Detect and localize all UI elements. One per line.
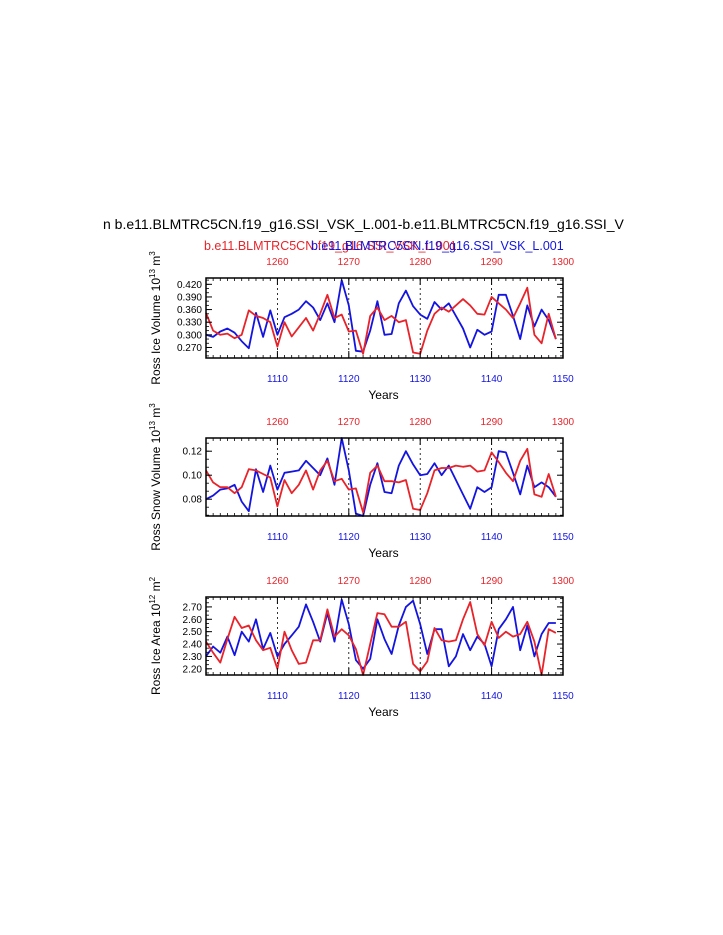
y-tick-label: 2.40: [183, 640, 203, 651]
y-tick-label: 0.360: [177, 305, 202, 316]
x-top-tick-label: 1300: [552, 576, 575, 587]
series-line-red: [205, 601, 557, 676]
y-axis-label-text: Ross Ice Volume 10: [149, 278, 163, 385]
figure-subtitle-blue: b.e11.BLMTRC5CN.f19_g16.SSI_VSK_L.001: [311, 239, 564, 253]
y-tick-label: 2.70: [183, 602, 203, 613]
y-tick-label: 2.60: [183, 615, 203, 626]
x-axis-label: Years: [368, 388, 398, 402]
plot-frame: [205, 277, 564, 359]
x-bottom-tick-label: 1120: [338, 691, 360, 702]
x-bottom-tick-label: 1110: [267, 691, 288, 702]
y-tick-label: 0.420: [177, 280, 202, 291]
y-tick-label: 0.390: [177, 292, 202, 303]
y-tick-label: 0.08: [183, 495, 203, 506]
x-axis-label: Years: [368, 705, 398, 719]
series-line-red: [205, 286, 557, 355]
y-axis-label: Ross Ice Volume 1013 m3: [148, 251, 163, 385]
x-axis-label: Years: [368, 546, 398, 560]
y-axis-label-unit-exponent: 3: [148, 251, 157, 256]
y-tick-label: 0.270: [177, 343, 202, 354]
y-tick-label: 2.30: [183, 652, 203, 663]
figure-title: n b.e11.BLMTRC5CN.f19_g16.SSI_VSK_L.001-…: [103, 216, 625, 232]
y-tick-label: 0.12: [183, 447, 203, 458]
y-axis-label-unit: m: [149, 256, 163, 269]
x-top-tick-label: 1300: [552, 417, 575, 428]
y-axis-label: Ross Ice Area 1012 m2: [148, 576, 163, 695]
x-top-tick-label: 1270: [338, 417, 361, 428]
x-top-tick-label: 1300: [552, 257, 575, 268]
x-top-tick-label: 1260: [266, 417, 289, 428]
y-axis-label-unit-exponent: 2: [148, 576, 157, 581]
x-bottom-tick-label: 1130: [409, 691, 431, 702]
figure-subtitle-red: b.e11.BLMTRC5CN.f19_g16.SSI_VSK_L.001: [204, 239, 457, 253]
x-top-tick-label: 1280: [409, 576, 432, 587]
series-line-red: [205, 447, 557, 514]
y-axis-label-exponent: 13: [148, 421, 157, 430]
y-tick-label: 0.330: [177, 318, 202, 329]
x-top-tick-label: 1290: [480, 417, 503, 428]
x-bottom-tick-label: 1140: [481, 532, 503, 543]
y-tick-label: 2.20: [183, 664, 203, 675]
y-tick-label: 0.300: [177, 330, 202, 341]
x-bottom-tick-label: 1110: [267, 374, 288, 385]
x-bottom-tick-label: 1150: [552, 532, 574, 543]
x-top-tick-label: 1280: [409, 417, 432, 428]
x-top-tick-label: 1260: [266, 576, 289, 587]
x-top-tick-label: 1290: [480, 576, 503, 587]
x-top-tick-label: 1260: [266, 257, 289, 268]
series-line-blue: [205, 279, 557, 353]
x-top-tick-label: 1270: [338, 257, 361, 268]
x-bottom-tick-label: 1110: [267, 532, 288, 543]
y-axis-label-exponent: 12: [148, 594, 157, 603]
y-tick-label: 0.10: [183, 471, 203, 482]
x-bottom-tick-label: 1130: [409, 532, 431, 543]
x-bottom-tick-label: 1140: [481, 691, 503, 702]
x-top-tick-label: 1270: [338, 576, 361, 587]
x-bottom-tick-label: 1120: [338, 374, 360, 385]
panel-1: 1110 1120 1130 1140 1150 1260 1270 1280 1290 1300…: [148, 251, 575, 402]
y-axis-label-unit-exponent: 3: [148, 403, 157, 408]
y-axis-label-text: Ross Ice Area 10: [149, 603, 163, 695]
y-axis-label-unit: m: [149, 581, 163, 594]
x-bottom-tick-label: 1120: [338, 532, 360, 543]
panel-2: 1110 1120 1130 1140 1150 1260 1270 1280 1290 1300…: [148, 403, 575, 560]
y-tick-label: 2.50: [183, 627, 203, 638]
x-bottom-tick-label: 1150: [552, 374, 574, 385]
x-top-tick-label: 1280: [409, 257, 432, 268]
x-bottom-tick-label: 1130: [409, 374, 431, 385]
x-bottom-tick-label: 1140: [481, 374, 503, 385]
x-top-tick-label: 1290: [480, 257, 503, 268]
y-axis-label: Ross Snow Volume 1013 m3: [148, 403, 163, 551]
y-axis-label-text: Ross Snow Volume 10: [149, 430, 163, 551]
x-bottom-tick-label: 1150: [552, 691, 574, 702]
y-axis-label-exponent: 13: [148, 269, 157, 278]
series-line-blue: [205, 437, 557, 517]
y-axis-label-unit: m: [149, 408, 163, 421]
panel-3: 1110 1120 1130 1140 1150 1260 1270 1280 1290 1300…: [148, 576, 575, 719]
